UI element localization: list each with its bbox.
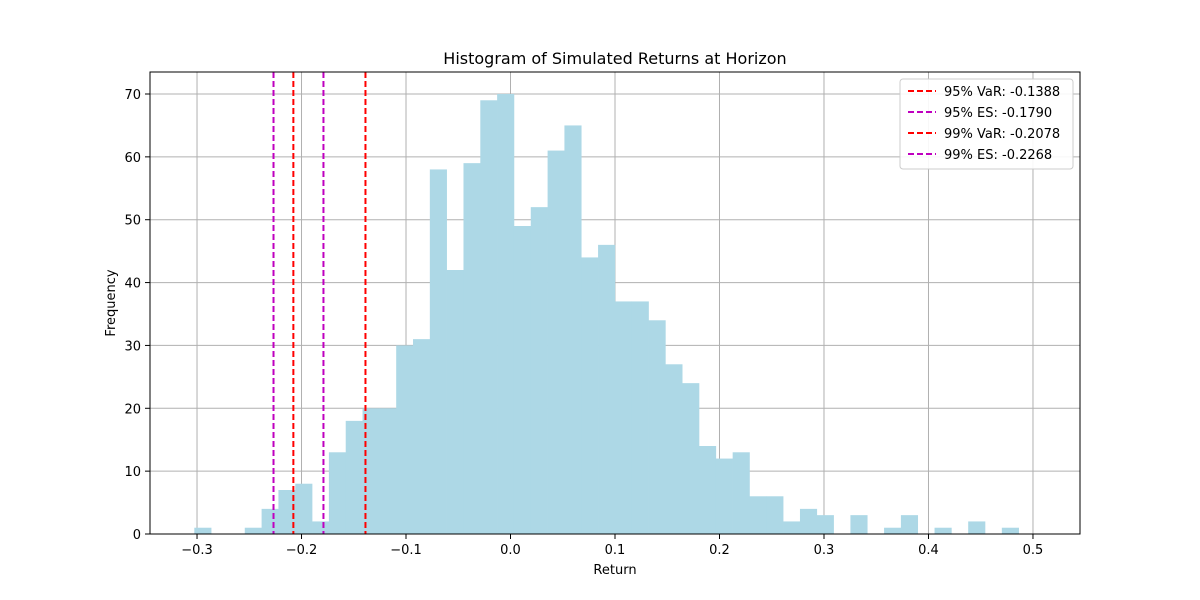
- y-tick-label: 0: [133, 528, 141, 543]
- histogram-bar: [783, 521, 801, 534]
- histogram-bar: [766, 496, 784, 534]
- x-tick-label: 0.0: [500, 543, 521, 558]
- histogram-bar: [598, 244, 616, 534]
- histogram-bar: [463, 163, 481, 534]
- histogram-bars: [194, 94, 1019, 535]
- histogram-bar: [261, 508, 279, 534]
- histogram-bar: [934, 527, 952, 534]
- y-tick-label: 70: [124, 88, 141, 103]
- y-tick-label: 20: [124, 402, 141, 417]
- y-tick-label: 50: [124, 214, 141, 229]
- histogram-bar: [665, 364, 683, 534]
- histogram-bar: [295, 483, 313, 534]
- histogram-bar: [497, 94, 515, 534]
- legend: 95% VaR: -0.1388 95% ES: -0.1790 99% VaR: …: [899, 78, 1074, 170]
- x-tick-label: −0.2: [286, 543, 318, 558]
- histogram-bar: [194, 527, 212, 534]
- histogram-bar: [547, 150, 565, 535]
- legend-label: 95% VaR: -0.1388: [944, 85, 1060, 100]
- histogram-bar: [1001, 527, 1019, 534]
- y-tick-label: 10: [124, 465, 141, 480]
- y-tick-label: 30: [124, 339, 141, 354]
- x-axis-title: Return: [593, 563, 636, 578]
- x-tick-label: −0.3: [181, 543, 213, 558]
- legend-box: [899, 78, 1074, 170]
- x-axis-ticks: −0.3 −0.2 −0.1 0.0 0.1 0.2 0.3 0.4 0.5: [181, 534, 1043, 558]
- histogram-bar: [278, 490, 296, 534]
- y-axis-ticks: 0 10 20 30 40 50 60 70: [124, 88, 150, 543]
- histogram-bar: [816, 515, 834, 534]
- histogram-bar: [699, 446, 717, 534]
- histogram-bar: [446, 270, 464, 534]
- histogram-bar: [480, 100, 498, 535]
- x-tick-label: 0.3: [814, 543, 835, 558]
- legend-label: 95% ES: -0.1790: [944, 106, 1052, 121]
- histogram-bar: [345, 420, 363, 534]
- histogram-bar: [362, 408, 380, 534]
- histogram-bar: [513, 226, 532, 534]
- histogram-bar: [900, 515, 919, 534]
- histogram-bar: [379, 408, 397, 534]
- histogram-bar: [682, 383, 700, 534]
- histogram-bar: [884, 527, 902, 534]
- chart-title: Histogram of Simulated Returns at Horizo…: [443, 49, 786, 68]
- histogram-bar: [968, 521, 986, 534]
- histogram-bar: [530, 207, 548, 534]
- histogram-bar: [631, 301, 649, 534]
- histogram-bar: [799, 508, 818, 534]
- histogram-bar: [749, 496, 767, 534]
- histogram-bar: [614, 301, 633, 534]
- y-tick-label: 40: [124, 277, 141, 292]
- risk-lines: [272, 72, 367, 534]
- histogram-bar: [413, 339, 431, 534]
- histogram-bar: [396, 345, 414, 534]
- histogram-bar: [564, 125, 582, 534]
- histogram-bar: [312, 521, 330, 534]
- x-tick-label: −0.1: [390, 543, 422, 558]
- histogram-bar: [648, 320, 666, 534]
- histogram-bar: [732, 452, 750, 534]
- x-tick-label: 0.4: [918, 543, 939, 558]
- x-tick-label: 0.1: [605, 543, 626, 558]
- histogram-bar: [244, 527, 262, 534]
- x-tick-label: 0.2: [709, 543, 730, 558]
- histogram-bar: [581, 257, 599, 534]
- y-tick-label: 60: [124, 151, 141, 166]
- histogram-bar: [850, 515, 868, 534]
- histogram-bar: [715, 458, 733, 534]
- legend-label: 99% ES: -0.2268: [944, 148, 1052, 163]
- histogram-bar: [328, 452, 347, 534]
- legend-label: 99% VaR: -0.2078: [944, 127, 1060, 142]
- x-tick-label: 0.5: [1023, 543, 1044, 558]
- y-axis-title: Frequency: [104, 269, 119, 336]
- histogram-bar: [429, 169, 447, 534]
